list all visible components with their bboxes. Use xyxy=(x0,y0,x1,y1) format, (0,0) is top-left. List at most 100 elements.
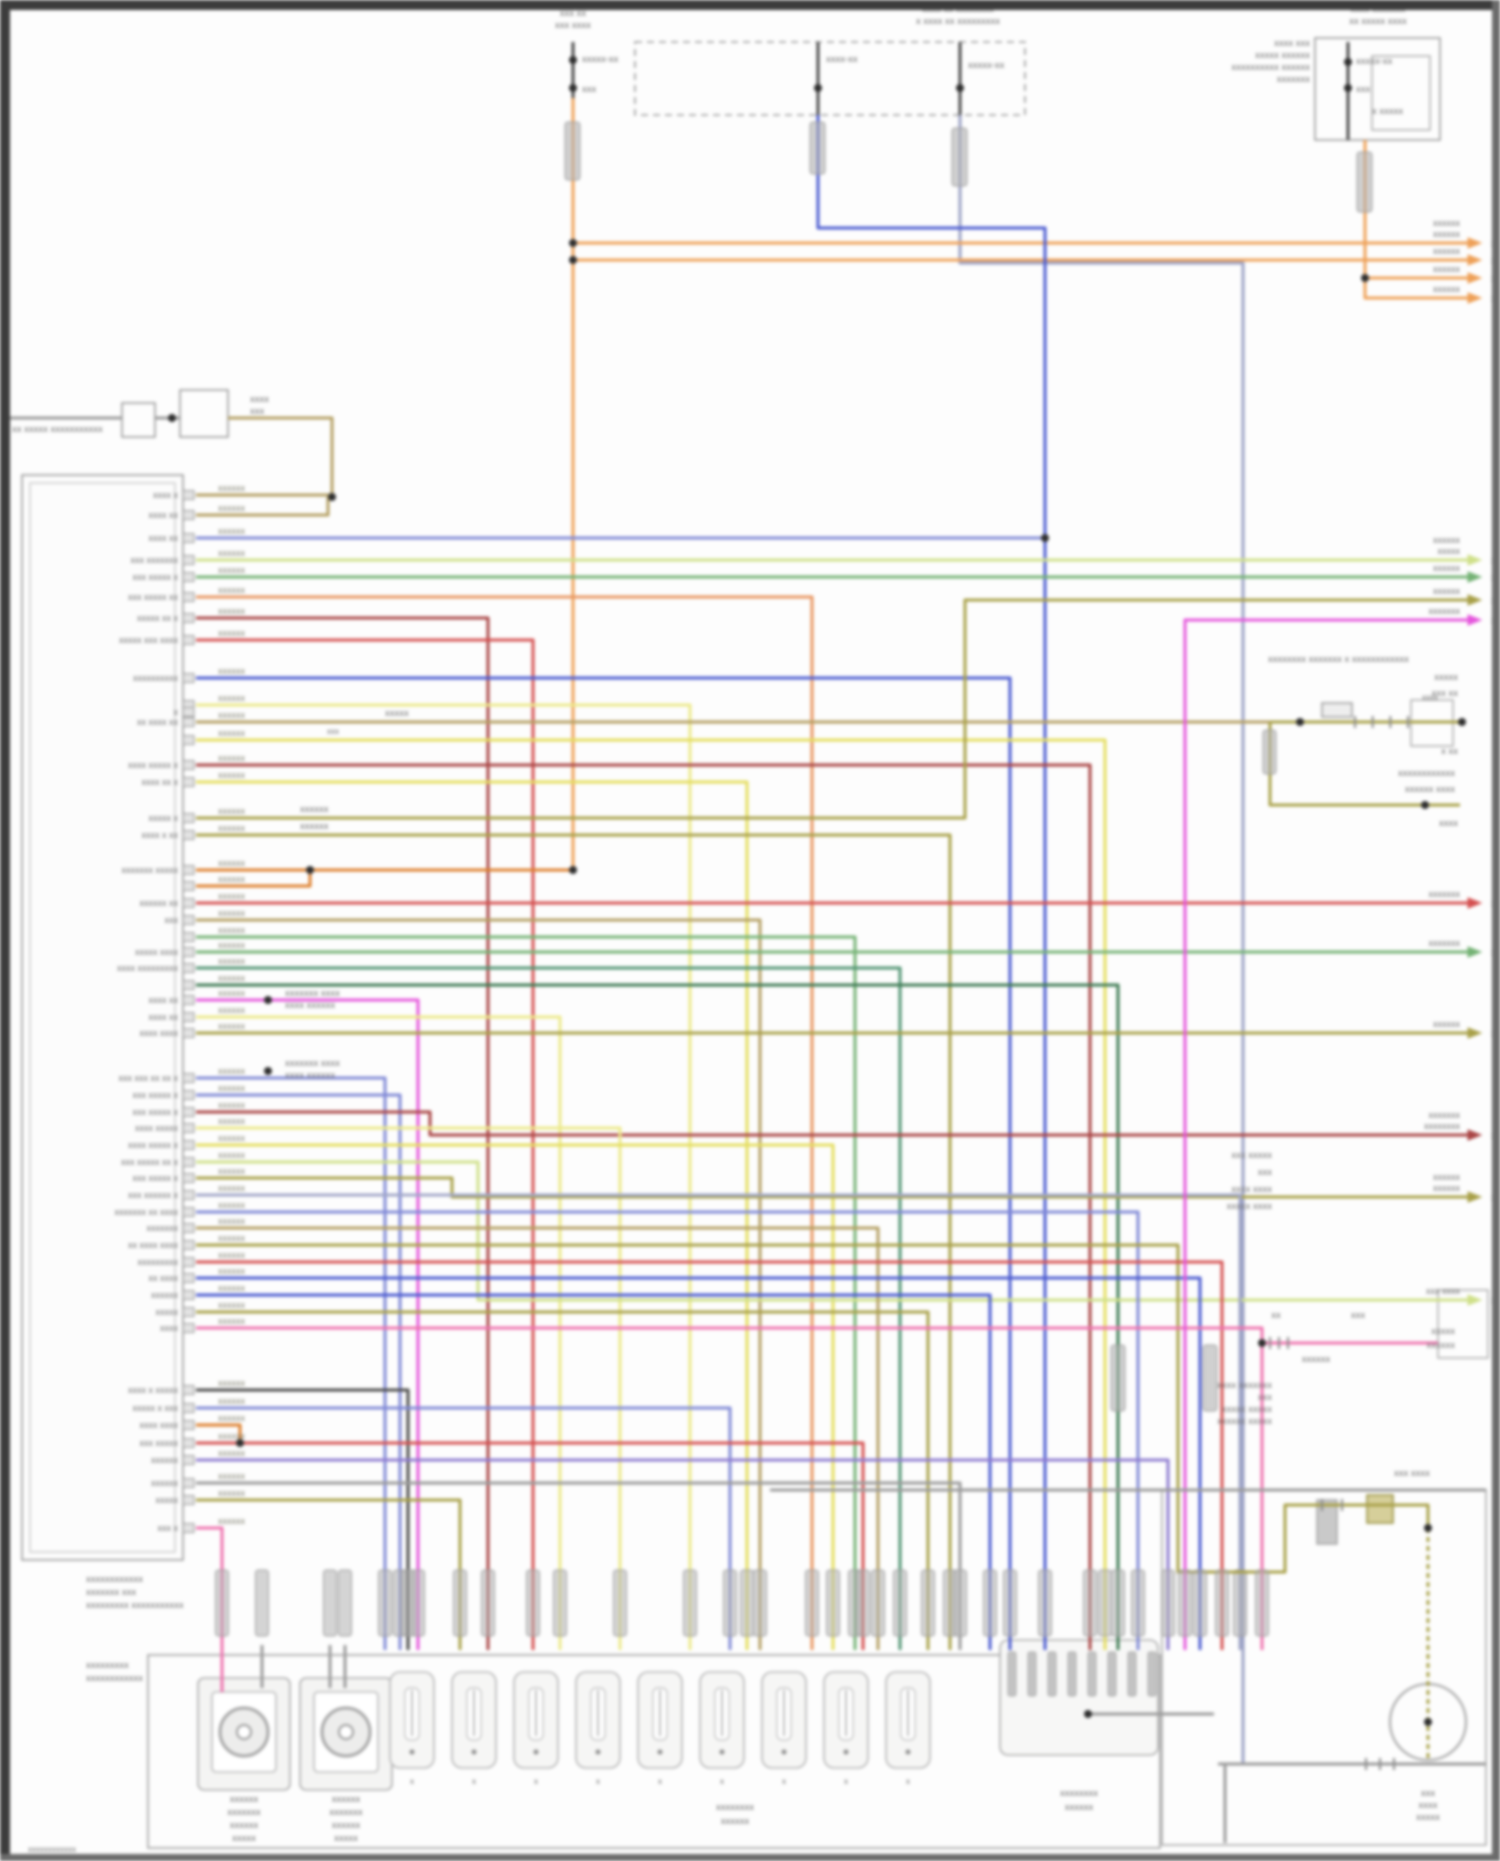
wire xyxy=(196,1423,242,1443)
wire xyxy=(196,1310,930,1650)
pin-name-label: xxx xxxxxx x xyxy=(128,1190,179,1200)
text-label: xxx xyxy=(1258,1167,1273,1178)
arrow-label: xxxxxx xyxy=(1433,1183,1461,1193)
junction-dot xyxy=(1458,718,1466,726)
text-label: xxxx xxxx xyxy=(1231,1184,1272,1195)
text-label: xxx xyxy=(1258,1392,1273,1403)
wire-color-label: xxxxxx xyxy=(218,666,246,676)
olive-terminal-b xyxy=(1316,1499,1338,1545)
arrow-label: xxxxxxx xyxy=(1429,606,1461,616)
pcm-pin xyxy=(182,1307,195,1317)
wire-color-label: xxxxxx xyxy=(218,823,246,833)
inline-connector xyxy=(526,1569,540,1637)
pcm-pin xyxy=(182,1090,195,1100)
text-label: xxx xx xyxy=(1432,688,1459,699)
olive-terminal-a xyxy=(1366,1494,1394,1524)
text-label: xxxxxx xyxy=(230,1820,259,1831)
pin-name-label: x xyxy=(174,707,179,717)
text-label: xxxxxx xyxy=(721,1816,750,1827)
inline-connector xyxy=(564,121,581,181)
page-edge-top xyxy=(0,0,1500,10)
text-label: xxxxxxxx xyxy=(716,1802,754,1813)
wire-color-label: xxxxxx xyxy=(218,1233,246,1243)
wire xyxy=(196,1110,1468,1137)
wire-color-label: xxxxxx xyxy=(218,710,246,720)
text-label: xxxxxx xyxy=(1427,1340,1456,1351)
junction-dot xyxy=(569,256,577,264)
wire-color-label: xxxxxx xyxy=(218,628,246,638)
text-label: xxxxxxx xyxy=(1277,74,1311,85)
text-label: xxxxx xyxy=(232,1833,256,1844)
pcm-pin xyxy=(182,533,195,543)
pcm-pin xyxy=(182,898,195,908)
arrow-label: xxxxx xyxy=(1438,546,1461,556)
inline-connector xyxy=(401,1569,415,1637)
valve-label: x xyxy=(596,1777,600,1786)
wire xyxy=(196,918,762,1650)
text-label: xxx xyxy=(250,406,265,417)
pin-name-label: xxx xxxxx xyxy=(139,1438,178,1448)
wire-color-label: xxxxxx xyxy=(218,1200,246,1210)
junction-dot xyxy=(1084,1710,1092,1718)
wire-color-label: xxxxxx xyxy=(218,606,246,616)
pin-name-label: xxx xxx xx xx x xyxy=(118,1073,178,1083)
feed-box-main xyxy=(179,389,229,438)
pin-name-label: xxxxxxx xx xxxx xyxy=(114,1207,178,1217)
junction-dot xyxy=(264,996,272,1004)
arrow-label: xxxxxx xyxy=(1433,218,1461,228)
pin-name-label: xxxxxxxxx xyxy=(138,1257,179,1267)
arrow-label: xxxxxxxx xyxy=(1424,1121,1461,1131)
inline-connector xyxy=(826,1569,840,1637)
valve-label: x xyxy=(906,1777,910,1786)
inline-connector xyxy=(753,1569,767,1637)
wire xyxy=(1183,618,1468,1650)
wire-color-label: xxxxxx xyxy=(218,1413,246,1423)
wire xyxy=(196,935,857,1650)
pcm-connector-outer xyxy=(21,474,184,1561)
pin-name-label: xxx xxxxx x xyxy=(132,572,178,582)
text-label: xxxxxxx xxxx xyxy=(285,988,340,999)
pcm-pin xyxy=(182,963,195,973)
inline-connector xyxy=(723,1569,737,1637)
arrow-label: xxxxxx xyxy=(1433,535,1461,545)
pcm-pin xyxy=(182,1223,195,1233)
arrow-terminal xyxy=(1467,254,1483,266)
text-label: xxx xx xyxy=(560,8,587,19)
pcm-pin xyxy=(182,1190,195,1200)
wire-color-label: xxxxxx xyxy=(218,1471,246,1481)
wire-color-label: xxxxxx xyxy=(218,1100,246,1110)
pcm-pin xyxy=(182,717,195,727)
pin-name-label: xxx xyxy=(165,915,179,925)
arrow-terminal xyxy=(1467,237,1483,249)
pcm-pin xyxy=(182,1123,195,1133)
arrow-label: xxxxxxx xyxy=(1429,1110,1461,1120)
junction-dot xyxy=(264,1067,272,1075)
text-label: xxxxx-xx xyxy=(582,54,619,65)
transmission-box xyxy=(147,1654,1161,1849)
wire-color-label: xxxxxx xyxy=(218,1133,246,1143)
text-label: xxxxxx xyxy=(300,821,329,832)
wire xyxy=(196,1126,622,1650)
valve-label: x xyxy=(720,1777,724,1786)
text-label: xxxxx xyxy=(1431,1326,1455,1337)
pcm-pin xyxy=(182,1073,195,1083)
pin-name-label: xxxx xx xyxy=(148,510,178,520)
pin-name-label: xxxx xxxxxxxxx xyxy=(117,963,179,973)
arrow-label: xxxxxx xyxy=(1433,229,1461,239)
text-label: xxxxx xyxy=(1416,1812,1440,1823)
wire-color-label: xxxxxx xyxy=(218,973,246,983)
valve-dot xyxy=(905,1749,911,1755)
wire-color-label: xxxxxx xyxy=(218,548,246,558)
wire-color-label: xxxxxx xyxy=(218,770,246,780)
pcm-pin xyxy=(182,1478,195,1488)
pcm-connector-inner xyxy=(29,482,176,1553)
wire xyxy=(196,1176,1468,1199)
inline-connector xyxy=(453,1569,467,1637)
pin-name-label: xxx xxxxx x xyxy=(132,1090,178,1100)
wire xyxy=(196,1406,732,1650)
wire-color-label: xxxxxx xyxy=(218,988,246,998)
text-label: xxx xxxx xyxy=(1394,1468,1430,1479)
text-label: xxxx xyxy=(1422,693,1438,702)
wire-color-label: xxxxxx xyxy=(218,1316,246,1326)
